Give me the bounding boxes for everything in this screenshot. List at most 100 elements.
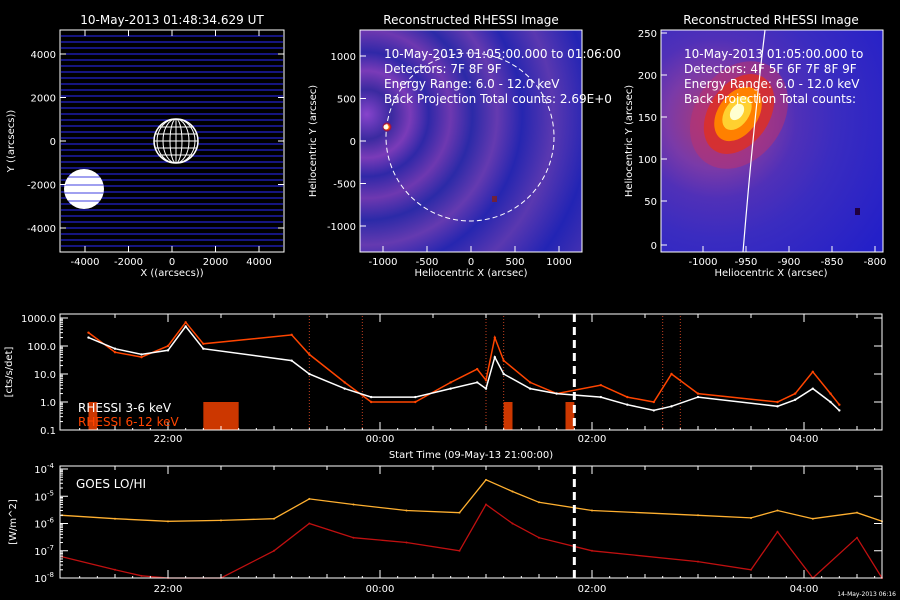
rhessi-point	[140, 353, 143, 356]
panel5-ytick: 10-7	[34, 544, 54, 558]
panel1-ytick: 2000	[31, 94, 56, 105]
rhessi-point	[202, 347, 205, 350]
panel5-frame	[59, 465, 883, 579]
rhessi-point	[793, 392, 797, 395]
rhessi-point	[449, 387, 452, 390]
panel2-line-method: Back Projection Total counts: 2.69E+0	[384, 92, 612, 106]
rhessi-point	[113, 347, 117, 350]
rhessi-point	[166, 349, 170, 352]
panel2-ytick: -1000	[327, 222, 356, 233]
panel2-ytick: -500	[333, 180, 356, 191]
panel3-ytick: 250	[638, 29, 657, 40]
rhessi-point	[626, 395, 629, 399]
rhessi-point	[475, 381, 479, 384]
panel3-artifact	[855, 208, 860, 215]
panel3-line-energy: Energy Range: 6.0 - 12.0 keV	[684, 77, 860, 91]
panel1-ytick: -4000	[27, 224, 56, 235]
goes-point	[750, 568, 752, 571]
rhessi-point	[829, 392, 832, 395]
rhessi-point	[484, 379, 488, 382]
legend-rhessi-high: RHESSI 6-12 keV	[78, 415, 179, 429]
rhessi-point	[599, 383, 603, 387]
panel1-ytick: -2000	[27, 181, 56, 192]
panel2-title: Reconstructed RHESSI Image	[383, 13, 558, 27]
rhessi-point	[626, 403, 629, 406]
rhessi-point	[652, 400, 656, 404]
rhessi-point	[484, 387, 488, 390]
panel3-ytick: 0	[651, 241, 657, 252]
goes-point	[856, 511, 858, 514]
rhessi-point	[343, 387, 346, 390]
panel5-xtick: 02:00	[578, 584, 607, 595]
panel4-ytick: 1.0	[40, 398, 56, 409]
rhessi-point	[308, 372, 311, 376]
rhessi-point	[184, 325, 187, 328]
panel2-limb	[385, 52, 555, 222]
panel2-xlabel: Heliocentric X (arcsec)	[414, 268, 527, 279]
panel3-line-detectors: Detectors: 4F 5F 6F 7F 8F 9F	[684, 62, 857, 76]
panel2-artifact	[492, 196, 497, 202]
reference-disk	[64, 169, 104, 209]
panel2-xtick: 0	[468, 257, 474, 268]
panel1-xtick: 0	[169, 257, 175, 268]
panel2-ytick: 0	[350, 137, 356, 148]
panel2-ylabel: Heliocentric Y (arcsec)	[308, 85, 319, 197]
goes-point	[140, 574, 143, 577]
goes-point	[538, 501, 540, 504]
panel5-xtick: 22:00	[154, 584, 183, 595]
legend-rhessi-low: RHESSI 3-6 keV	[78, 401, 172, 415]
panel5-ytick: 10-5	[34, 489, 54, 503]
rhessi-point	[670, 372, 673, 376]
panel1-xtick: 2000	[203, 257, 228, 268]
panel3-line-method: Back Projection Total counts:	[684, 92, 856, 106]
goes-point	[776, 509, 779, 512]
panel2-image	[360, 30, 582, 252]
rhessi-point	[166, 344, 170, 348]
panel3-xtick: -850	[821, 257, 844, 268]
panel4-ytick: 10.0	[34, 370, 56, 381]
panel3-xtick: -800	[864, 257, 887, 268]
panel5-ylabel: [W/m^2]	[8, 499, 19, 545]
rhessi-point	[528, 381, 532, 384]
panel4-ylabel: [cts/s/det]	[4, 347, 15, 398]
panel4-xtick: 22:00	[154, 434, 183, 445]
goes-point	[511, 490, 514, 493]
panel-rhessi-zoom: Reconstructed RHESSI Image 10-May-2013 0…	[624, 13, 886, 279]
rhessi-point	[493, 355, 497, 359]
rhessi-point	[87, 336, 90, 339]
rhessi-point	[113, 351, 117, 354]
footer-timestamp: 14-May-2013 06:16	[837, 591, 896, 598]
panel3-ticks: -1000 -950 -900 -850 -800 250 200 150 100 50 0	[638, 29, 886, 268]
rhessi-point	[202, 342, 205, 345]
rhessi-point	[308, 353, 311, 356]
goes-point	[485, 503, 487, 506]
panel-goes-image: 10-May-2013 01:48:34.629 UT -4000 -2000 0 2…	[6, 13, 285, 279]
rhessi-point	[502, 359, 505, 362]
rhessi-series-line-1	[88, 321, 840, 406]
panel1-xtick: -2000	[114, 257, 143, 268]
goes-point	[856, 536, 858, 539]
panel3-ytick: 100	[638, 155, 657, 166]
rhessi-point	[776, 400, 779, 404]
goes-point	[458, 549, 461, 552]
panel3-ylabel: Heliocentric Y (arcsec)	[624, 85, 635, 197]
panel4-data-gap-band	[503, 402, 513, 430]
goes-flux-plot: 10-4 10-5 10-6 10-7 10-8 22:00 00:00 02:00 04:00…	[8, 462, 896, 598]
panel-rhessi-full-disk: Reconstructed RHESSI Image 10-May-2013 0…	[308, 13, 621, 279]
goes-point	[591, 509, 593, 512]
rhessi-point	[838, 409, 841, 412]
panel3-ytick: 50	[644, 197, 657, 208]
panel3-line-time: 10-May-2013 01:05:00.000 to	[684, 47, 863, 61]
panel4-data-gap-band	[203, 402, 239, 430]
goes-point	[538, 536, 540, 539]
panel4-xtick: 02:00	[578, 434, 607, 445]
panel2-line-energy: Energy Range: 6.0 - 12.0 keV	[384, 77, 560, 91]
panel5-xtick: 04:00	[790, 584, 819, 595]
panel2-line-time: 10-May-2013 01:05:00.000 to 01:06:00	[384, 47, 621, 61]
goes-point	[114, 517, 116, 520]
panel4-data-gap-band	[88, 402, 98, 430]
sun-globe	[153, 118, 199, 164]
rhessi-point	[343, 381, 346, 384]
goes-point	[697, 560, 699, 563]
